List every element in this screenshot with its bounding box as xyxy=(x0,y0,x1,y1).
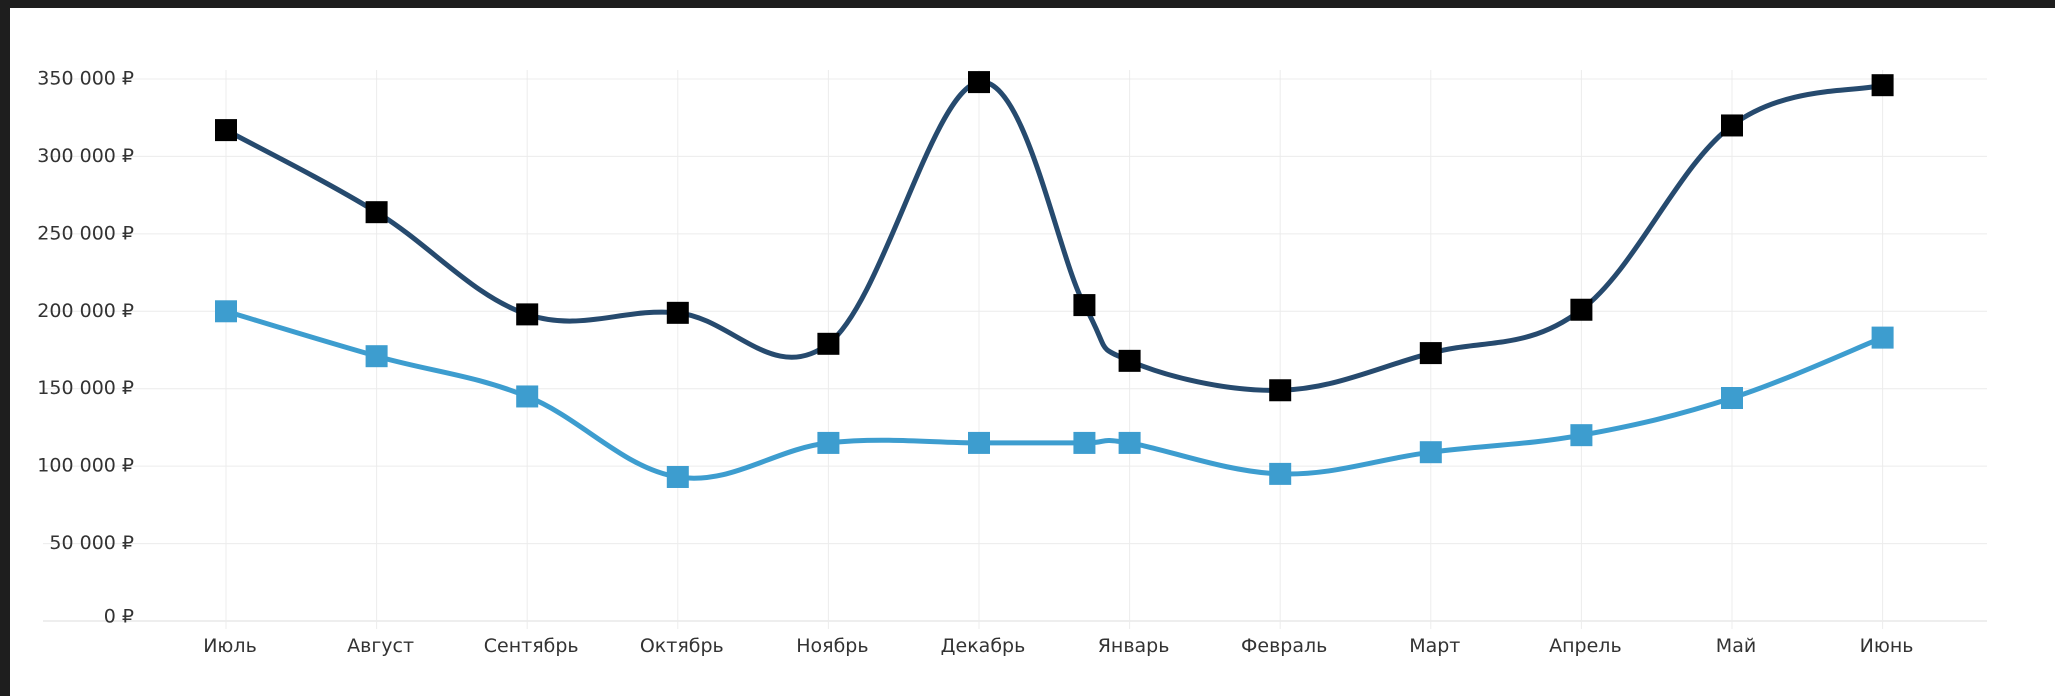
data-point-marker-series-1 xyxy=(1073,431,1096,454)
y-tick-label: 100 000 ₽ xyxy=(37,455,134,477)
x-tick-label: Ноябрь xyxy=(796,635,868,657)
y-tick-label: 350 000 ₽ xyxy=(37,68,134,90)
data-point-marker-series-0 xyxy=(1871,74,1894,97)
x-tick-label: Май xyxy=(1716,635,1756,657)
series-layer xyxy=(223,79,1886,481)
y-tick-label: 300 000 ₽ xyxy=(37,145,134,167)
x-tick-label: Август xyxy=(347,635,414,657)
x-tick-label: Апрель xyxy=(1549,635,1622,657)
series-line-1 xyxy=(223,308,1886,481)
data-point-marker-series-0 xyxy=(666,301,689,324)
data-point-marker-series-0 xyxy=(365,201,388,224)
chart-panel: 0 ₽ 50 000 ₽ 100 000 ₽ 150 000 ₽ 200 000 ₽ 25… xyxy=(10,8,2055,696)
data-point-marker-series-1 xyxy=(666,465,689,488)
data-point-marker-series-1 xyxy=(1419,441,1442,464)
data-point-marker-series-0 xyxy=(968,71,990,94)
data-point-marker-series-0 xyxy=(1721,114,1743,137)
marker-layer xyxy=(215,71,1894,488)
x-axis-ticks: Июль Август Сентябрь Октябрь Ноябрь Декабрь Ян… xyxy=(203,635,1913,657)
data-point-marker-series-1 xyxy=(968,431,990,454)
data-point-marker-series-0 xyxy=(516,303,539,326)
data-point-marker-series-0 xyxy=(1118,349,1141,372)
data-point-marker-series-1 xyxy=(1570,424,1593,447)
data-point-marker-series-0 xyxy=(817,332,840,355)
x-tick-label: Февраль xyxy=(1241,635,1327,657)
series-line-0 xyxy=(223,79,1886,393)
y-tick-label: 50 000 ₽ xyxy=(49,532,134,554)
x-tick-label: Октябрь xyxy=(640,635,724,657)
y-tick-label: 0 ₽ xyxy=(104,606,134,628)
y-tick-label: 200 000 ₽ xyxy=(37,300,134,322)
x-tick-label: Январь xyxy=(1098,635,1170,657)
y-tick-label: 250 000 ₽ xyxy=(37,222,134,244)
x-tick-label: Сентябрь xyxy=(484,635,579,657)
line-chart: 0 ₽ 50 000 ₽ 100 000 ₽ 150 000 ₽ 200 000 ₽ 25… xyxy=(37,68,1987,657)
data-point-marker-series-1 xyxy=(1269,462,1292,485)
data-point-marker-series-0 xyxy=(1419,342,1442,365)
data-point-marker-series-1 xyxy=(817,431,840,454)
grid-layer xyxy=(43,70,1987,629)
data-point-marker-series-1 xyxy=(1118,431,1141,454)
data-point-marker-series-0 xyxy=(1269,379,1292,402)
data-point-marker-series-1 xyxy=(365,345,388,368)
x-tick-label: Март xyxy=(1409,635,1460,657)
x-tick-label: Июнь xyxy=(1860,635,1914,657)
data-point-marker-series-1 xyxy=(215,300,237,323)
x-tick-label: Декабрь xyxy=(941,635,1026,657)
x-tick-label: Июль xyxy=(203,635,257,657)
y-axis-ticks: 0 ₽ 50 000 ₽ 100 000 ₽ 150 000 ₽ 200 000 ₽ 25… xyxy=(37,68,134,628)
data-point-marker-series-0 xyxy=(1570,298,1593,321)
data-point-marker-series-0 xyxy=(1073,294,1096,317)
data-point-marker-series-1 xyxy=(516,385,539,408)
y-tick-label: 150 000 ₽ xyxy=(37,377,134,399)
data-point-marker-series-1 xyxy=(1721,387,1743,410)
data-point-marker-series-0 xyxy=(215,119,237,142)
data-point-marker-series-1 xyxy=(1871,326,1894,349)
